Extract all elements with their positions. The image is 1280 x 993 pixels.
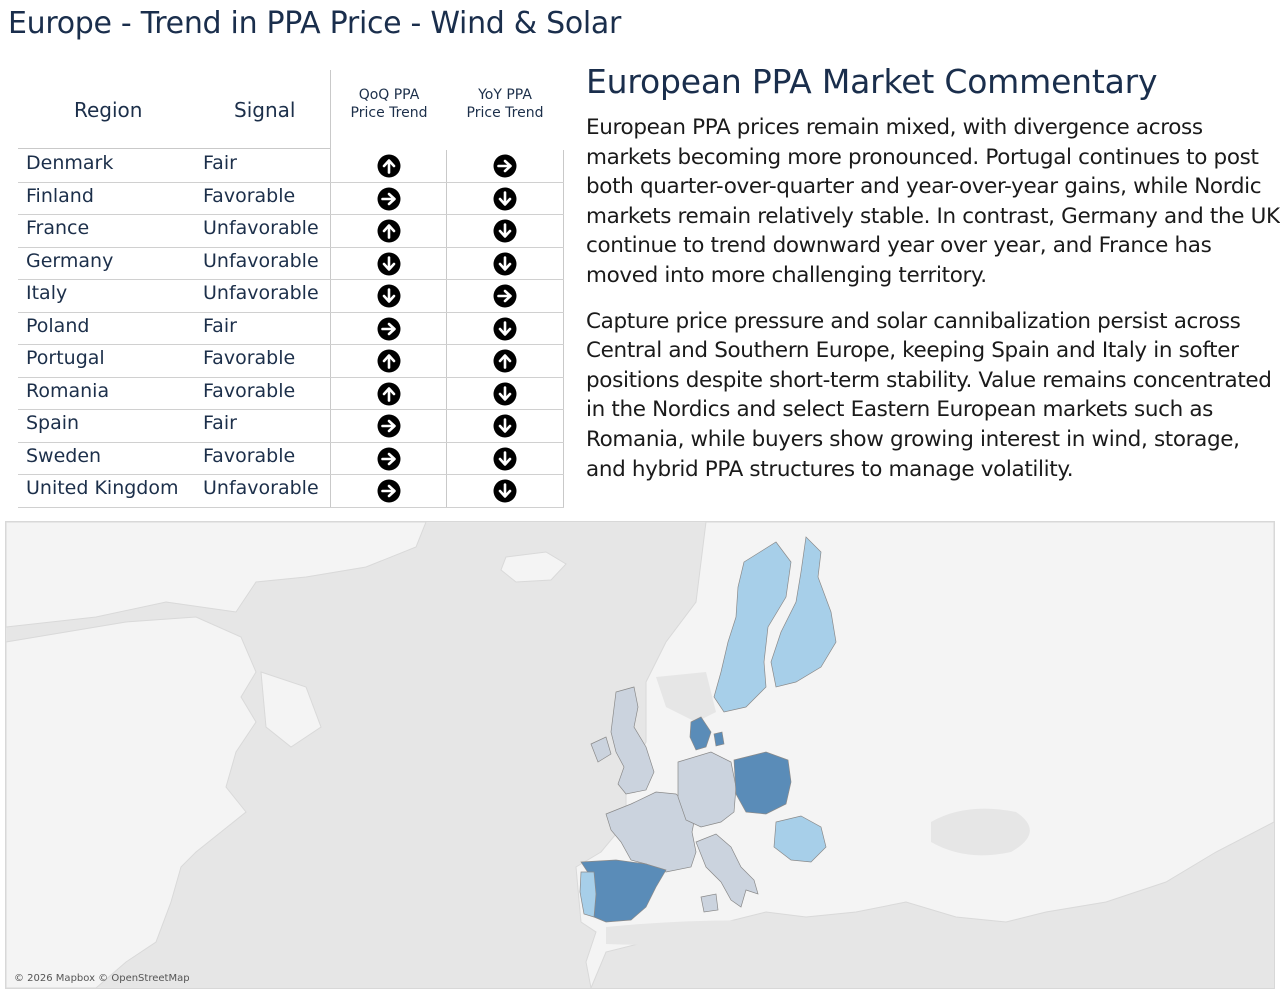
commentary-title: European PPA Market Commentary <box>586 62 1158 101</box>
header-qoq-line2: Price Trend <box>350 105 428 121</box>
map-region-finland[interactable] <box>770 536 837 688</box>
qoq-arrow-down-icon <box>331 251 447 277</box>
qoq-arrow-up-icon <box>331 348 447 374</box>
yoy-arrow-right-icon <box>447 153 563 179</box>
map-region-italy[interactable] <box>695 833 759 913</box>
qoq-arrow-right-icon <box>331 478 447 504</box>
header-yoy-line1: YoY PPA <box>478 87 532 103</box>
ppa-trend-table: Region Signal QoQ PPA Price Trend YoY PP… <box>18 70 564 508</box>
signal-cell: Favorable <box>203 347 296 369</box>
region-cell: Finland <box>26 184 94 207</box>
region-cell: Portugal <box>26 347 105 369</box>
header-yoy-trend: YoY PPA Price Trend <box>447 86 563 122</box>
yoy-arrow-up-icon <box>447 348 563 374</box>
qoq-arrow-right-icon <box>331 446 447 472</box>
region-cell: Denmark <box>26 152 114 174</box>
qoq-arrow-right-icon <box>331 413 447 439</box>
table-row: United Kingdom Unfavorable <box>18 475 564 508</box>
map-region-denmark[interactable] <box>689 716 725 751</box>
qoq-arrow-down-icon <box>331 283 447 309</box>
newfoundland-landmass <box>260 671 322 748</box>
signal-cell: Unfavorable <box>203 217 319 239</box>
yoy-arrow-down-icon <box>447 186 563 212</box>
commentary-paragraph: Capture price pressure and solar canniba… <box>586 308 1272 482</box>
map-region-sweden[interactable] <box>713 541 792 713</box>
signal-cell: Favorable <box>203 379 296 402</box>
signal-cell: Unfavorable <box>203 249 319 272</box>
signal-cell: Fair <box>203 152 237 174</box>
black-sea <box>931 808 1030 856</box>
table-row: Sweden Favorable <box>18 443 564 475</box>
table-row: Spain Fair <box>18 410 564 443</box>
yoy-arrow-down-icon <box>447 218 563 244</box>
yoy-arrow-down-icon <box>447 381 563 407</box>
signal-cell: Favorable <box>203 444 296 467</box>
qoq-arrow-right-icon <box>331 316 447 342</box>
region-cell: Germany <box>26 249 114 272</box>
page-title: Europe - Trend in PPA Price - Wind & Sol… <box>8 6 622 41</box>
signal-cell: Unfavorable <box>203 282 319 304</box>
table-row: Portugal Favorable <box>18 345 564 378</box>
europe-map[interactable]: © 2026 Mapbox © OpenStreetMap <box>5 521 1275 989</box>
mediterranean-sea <box>606 917 911 946</box>
north-sea <box>656 672 716 722</box>
map-region-germany[interactable] <box>677 751 737 828</box>
table-row: Italy Unfavorable <box>18 280 564 313</box>
region-cell: France <box>26 217 90 239</box>
map-region-france[interactable] <box>605 791 697 873</box>
table-row: France Unfavorable <box>18 215 564 248</box>
header-qoq-trend: QoQ PPA Price Trend <box>331 86 447 122</box>
yoy-arrow-right-icon <box>447 283 563 309</box>
table-body: Denmark Fair Finland Favorable France Unfavor… <box>18 150 564 508</box>
yoy-arrow-down-icon <box>447 316 563 342</box>
signal-cell: Fair <box>203 314 237 337</box>
map-region-poland[interactable] <box>733 751 792 815</box>
map-canvas[interactable] <box>6 522 1274 988</box>
qoq-arrow-right-icon <box>331 186 447 212</box>
column-divider <box>563 150 564 508</box>
header-qoq-line1: QoQ PPA <box>358 87 420 103</box>
yoy-arrow-down-icon <box>447 251 563 277</box>
column-divider <box>446 150 447 508</box>
region-cell: Poland <box>26 314 90 337</box>
header-divider <box>18 148 330 149</box>
greenland-arctic-landmass <box>6 522 427 628</box>
yoy-arrow-down-icon <box>447 413 563 439</box>
map-region-united-kingdom[interactable] <box>590 686 655 795</box>
map-region-portugal[interactable] <box>579 871 597 918</box>
region-cell: Sweden <box>26 444 102 467</box>
table-row: Romania Favorable <box>18 378 564 410</box>
header-signal: Signal <box>234 98 296 122</box>
table-row: Germany Unfavorable <box>18 248 564 280</box>
signal-cell: Favorable <box>203 184 296 207</box>
signal-cell: Fair <box>203 412 237 434</box>
region-cell: Spain <box>26 412 80 434</box>
region-cell: United Kingdom <box>26 477 179 499</box>
north-america-landmass <box>6 616 257 988</box>
header-yoy-line2: Price Trend <box>466 105 544 121</box>
qoq-arrow-up-icon <box>331 381 447 407</box>
commentary-panel: European PPA Market Commentary European … <box>586 62 1280 500</box>
table-row: Finland Favorable <box>18 183 564 215</box>
column-divider <box>330 70 331 508</box>
yoy-arrow-down-icon <box>447 478 563 504</box>
header-region: Region <box>74 98 143 122</box>
yoy-arrow-down-icon <box>447 446 563 472</box>
region-cell: Romania <box>26 379 110 402</box>
region-cell: Italy <box>26 282 68 304</box>
table-row: Denmark Fair <box>18 150 564 183</box>
map-region-romania[interactable] <box>773 815 827 863</box>
table-row: Poland Fair <box>18 313 564 345</box>
qoq-arrow-up-icon <box>331 153 447 179</box>
commentary-paragraph: European PPA prices remain mixed, with d… <box>586 115 1280 288</box>
map-attribution: © 2026 Mapbox © OpenStreetMap <box>14 973 190 984</box>
qoq-arrow-up-icon <box>331 218 447 244</box>
signal-cell: Unfavorable <box>203 477 319 499</box>
iceland-landmass <box>500 551 567 583</box>
